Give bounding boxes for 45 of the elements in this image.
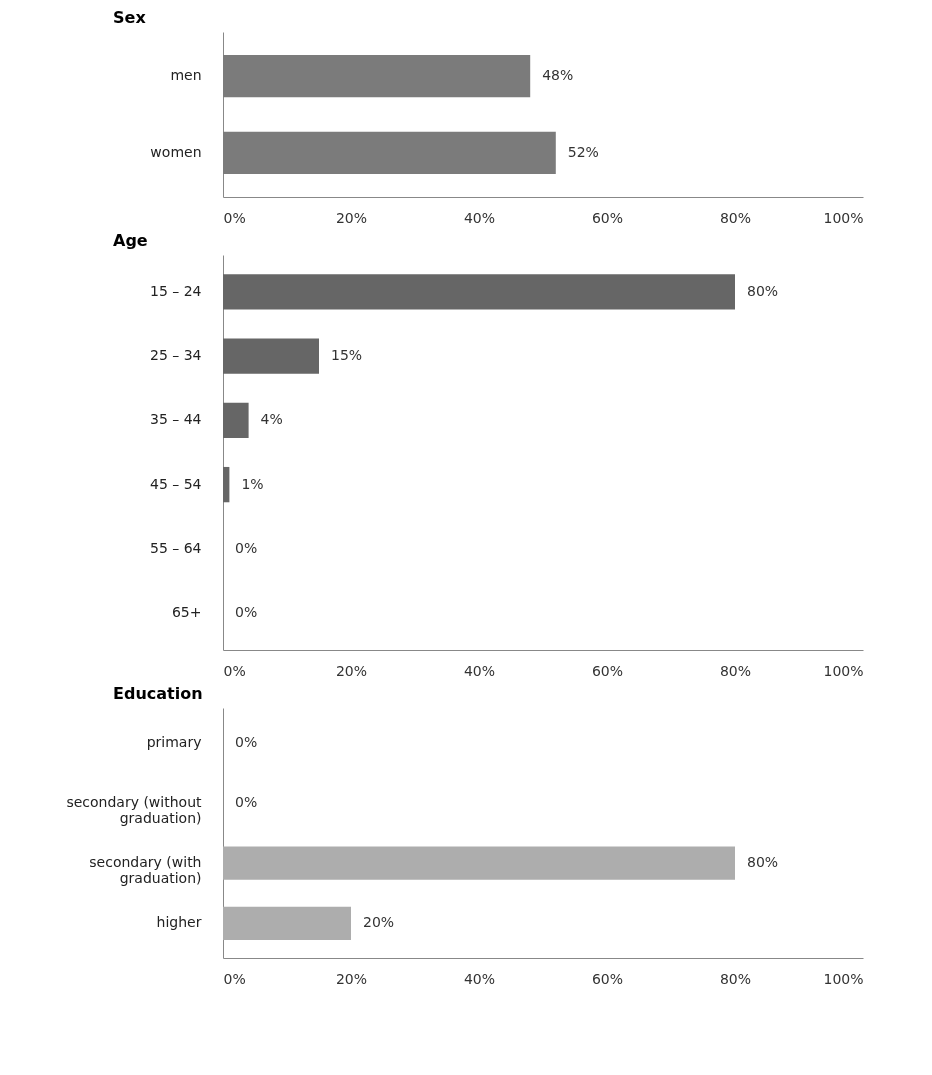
data-label: 0% <box>235 539 258 556</box>
data-label: 15% <box>331 347 363 364</box>
x-tick-label: 80% <box>719 209 752 226</box>
data-label: 4% <box>260 411 283 428</box>
chart-title: Sex <box>113 8 147 27</box>
x-tick-label: 100% <box>823 970 864 987</box>
data-label: 48% <box>542 67 574 84</box>
data-label: 80% <box>747 854 779 871</box>
data-label: 0% <box>235 604 258 621</box>
x-tick-label: 80% <box>719 970 752 987</box>
data-label: 1% <box>241 475 264 492</box>
data-label: 20% <box>363 914 395 931</box>
x-tick-label: 60% <box>591 662 624 679</box>
x-tick-label: 100% <box>823 662 864 679</box>
x-tick-label: 40% <box>463 662 496 679</box>
x-tick-label: 40% <box>463 209 496 226</box>
y-tick-label: secondary (with graduation) <box>89 854 202 887</box>
x-tick-label: 40% <box>463 970 496 987</box>
data-label: 52% <box>567 143 599 160</box>
y-tick-label: 65+ <box>171 604 202 621</box>
y-tick-label: men <box>170 67 202 84</box>
x-tick-label: 80% <box>719 662 752 679</box>
y-tick-label: higher <box>156 914 202 931</box>
data-label: 80% <box>747 282 779 299</box>
y-tick-label: 55 – 64 <box>149 539 202 556</box>
y-tick-label: 25 – 34 <box>149 347 202 364</box>
x-tick-label: 60% <box>591 970 624 987</box>
chart-title: Age <box>113 231 148 250</box>
y-tick-label: secondary (without graduation) <box>66 793 203 826</box>
x-tick-label: 0% <box>223 209 246 226</box>
x-tick-label: 0% <box>223 970 246 987</box>
x-tick-label: 100% <box>823 209 864 226</box>
x-tick-label: 0% <box>223 662 246 679</box>
data-label: 0% <box>235 733 258 750</box>
x-tick-label: 20% <box>335 662 368 679</box>
y-tick-label: primary <box>146 733 202 750</box>
x-tick-label: 20% <box>335 970 368 987</box>
y-tick-label: women <box>150 143 202 160</box>
data-label: 0% <box>235 793 258 810</box>
x-tick-label: 60% <box>591 209 624 226</box>
x-tick-label: 20% <box>335 209 368 226</box>
y-tick-label: 15 – 24 <box>149 282 202 299</box>
chart-title: Education <box>113 684 203 703</box>
y-tick-label: 45 – 54 <box>149 475 202 492</box>
y-tick-label: 35 – 44 <box>149 411 202 428</box>
